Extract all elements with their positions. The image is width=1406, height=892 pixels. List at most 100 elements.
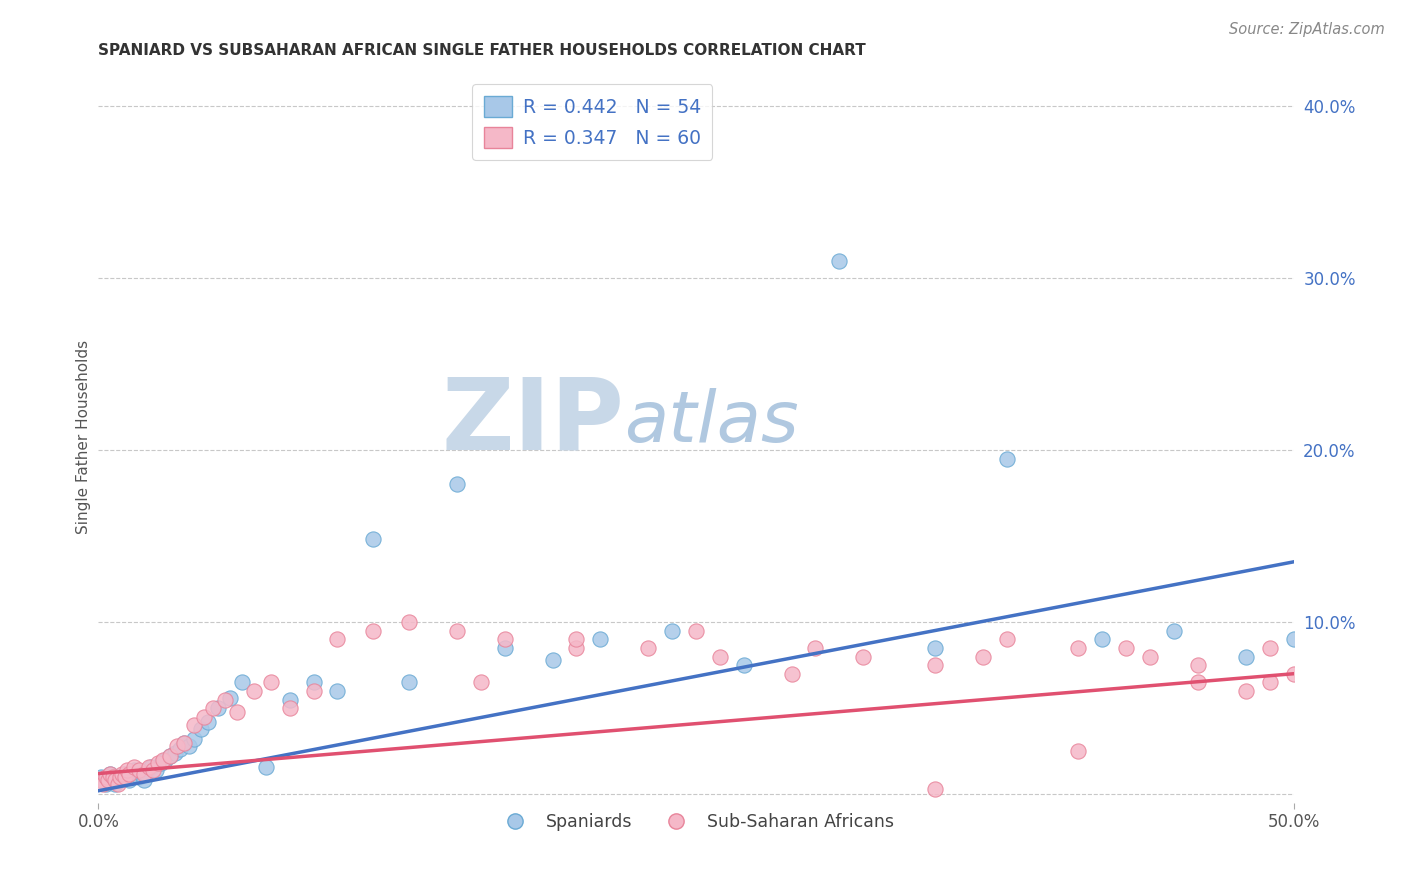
Spaniards (91, 773, 114, 788)
Spaniards (326, 684, 349, 698)
Sub-Saharan Africans (138, 759, 160, 773)
Spaniards (145, 763, 167, 777)
Sub-Saharan Africans (173, 735, 195, 749)
Spaniards (363, 533, 385, 547)
Sub-Saharan Africans (363, 624, 385, 638)
Sub-Saharan Africans (326, 632, 349, 647)
Spaniards (398, 675, 420, 690)
Spaniards (278, 692, 301, 706)
Sub-Saharan Africans (166, 739, 188, 753)
Sub-Saharan Africans (142, 763, 165, 777)
Sub-Saharan Africans (924, 782, 946, 797)
Spaniards (128, 770, 150, 784)
Sub-Saharan Africans (101, 770, 124, 784)
Sub-Saharan Africans (94, 770, 117, 784)
Sub-Saharan Africans (1187, 675, 1209, 690)
Text: ZIP: ZIP (441, 374, 624, 471)
Sub-Saharan Africans (193, 710, 215, 724)
Text: Source: ZipAtlas.com: Source: ZipAtlas.com (1229, 22, 1385, 37)
Sub-Saharan Africans (924, 658, 946, 673)
Spaniards (183, 732, 205, 747)
Spaniards (124, 763, 146, 777)
Sub-Saharan Africans (226, 705, 249, 719)
Sub-Saharan Africans (1282, 666, 1305, 681)
Spaniards (101, 773, 124, 788)
Spaniards (1282, 632, 1305, 647)
Spaniards (589, 632, 612, 647)
Spaniards (115, 770, 138, 784)
Spaniards (494, 640, 516, 655)
Spaniards (661, 624, 683, 638)
Spaniards (118, 773, 141, 788)
Sub-Saharan Africans (159, 749, 181, 764)
Sub-Saharan Africans (804, 640, 827, 655)
Spaniards (173, 735, 195, 749)
Spaniards (131, 766, 153, 780)
Sub-Saharan Africans (90, 773, 112, 788)
Spaniards (121, 770, 143, 784)
Spaniards (155, 753, 177, 767)
Sub-Saharan Africans (183, 718, 205, 732)
Legend: Spaniards, Sub-Saharan Africans: Spaniards, Sub-Saharan Africans (491, 806, 901, 838)
Sub-Saharan Africans (1115, 640, 1137, 655)
Sub-Saharan Africans (780, 666, 803, 681)
Sub-Saharan Africans (446, 624, 468, 638)
Sub-Saharan Africans (565, 632, 588, 647)
Sub-Saharan Africans (972, 649, 994, 664)
Spaniards (179, 739, 201, 753)
Sub-Saharan Africans (214, 692, 236, 706)
Sub-Saharan Africans (278, 701, 301, 715)
Sub-Saharan Africans (98, 766, 122, 780)
Spaniards (108, 773, 131, 788)
Sub-Saharan Africans (398, 615, 420, 629)
Spaniards (132, 773, 155, 788)
Spaniards (94, 777, 117, 791)
Sub-Saharan Africans (259, 675, 281, 690)
Sub-Saharan Africans (1234, 684, 1257, 698)
Sub-Saharan Africans (202, 701, 225, 715)
Sub-Saharan Africans (97, 773, 120, 788)
Spaniards (995, 451, 1018, 466)
Sub-Saharan Africans (685, 624, 707, 638)
Sub-Saharan Africans (302, 684, 325, 698)
Sub-Saharan Africans (470, 675, 492, 690)
Sub-Saharan Africans (152, 753, 174, 767)
Sub-Saharan Africans (852, 649, 875, 664)
Spaniards (190, 722, 212, 736)
Spaniards (107, 770, 129, 784)
Spaniards (159, 749, 181, 764)
Spaniards (98, 766, 122, 780)
Spaniards (1163, 624, 1185, 638)
Sub-Saharan Africans (111, 766, 134, 780)
Sub-Saharan Africans (1258, 675, 1281, 690)
Sub-Saharan Africans (637, 640, 659, 655)
Sub-Saharan Africans (114, 770, 136, 784)
Spaniards (163, 746, 186, 760)
Spaniards (733, 658, 755, 673)
Sub-Saharan Africans (1067, 744, 1090, 758)
Sub-Saharan Africans (115, 763, 138, 777)
Spaniards (828, 253, 851, 268)
Spaniards (149, 756, 172, 771)
Sub-Saharan Africans (1067, 640, 1090, 655)
Sub-Saharan Africans (243, 684, 266, 698)
Spaniards (104, 777, 127, 791)
Spaniards (169, 742, 191, 756)
Spaniards (207, 701, 229, 715)
Spaniards (1091, 632, 1114, 647)
Spaniards (90, 770, 112, 784)
Sub-Saharan Africans (494, 632, 516, 647)
Text: atlas: atlas (624, 388, 799, 457)
Sub-Saharan Africans (91, 777, 114, 791)
Spaniards (1234, 649, 1257, 664)
Sub-Saharan Africans (128, 763, 150, 777)
Sub-Saharan Africans (124, 759, 146, 773)
Sub-Saharan Africans (118, 766, 141, 780)
Spaniards (197, 714, 219, 729)
Spaniards (139, 759, 162, 773)
Spaniards (541, 653, 564, 667)
Text: SPANIARD VS SUBSAHARAN AFRICAN SINGLE FATHER HOUSEHOLDS CORRELATION CHART: SPANIARD VS SUBSAHARAN AFRICAN SINGLE FA… (98, 43, 866, 58)
Spaniards (446, 477, 468, 491)
Sub-Saharan Africans (565, 640, 588, 655)
Spaniards (302, 675, 325, 690)
